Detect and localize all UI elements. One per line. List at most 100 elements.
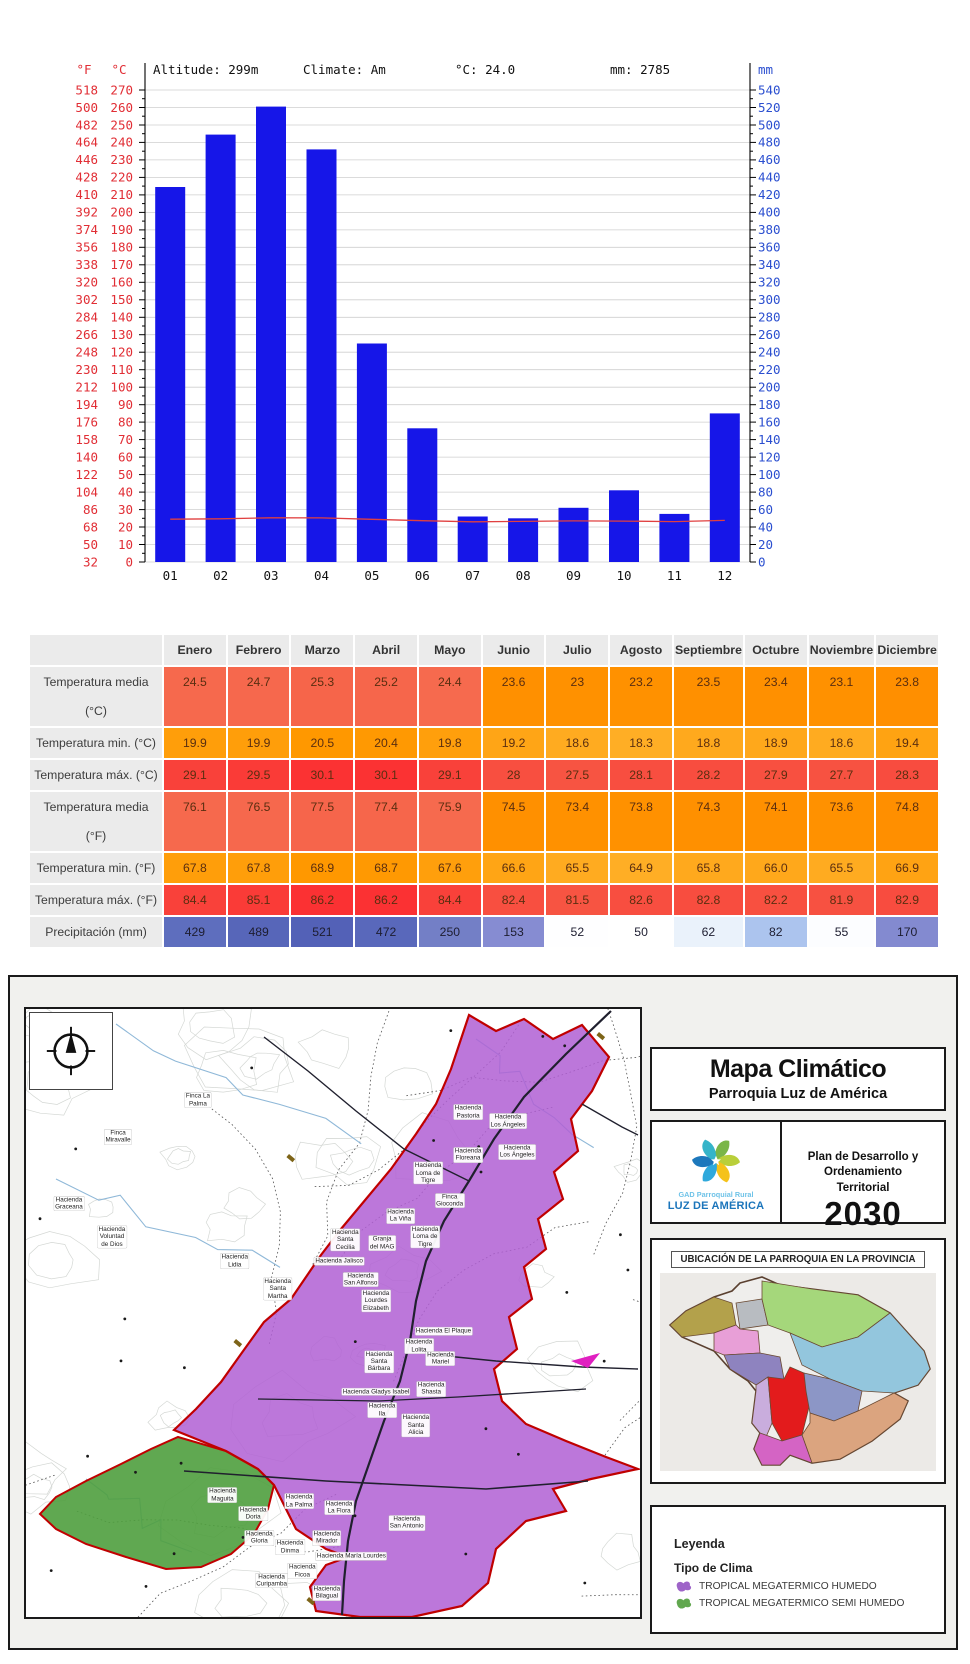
precip-bar <box>407 428 438 562</box>
map-label: Hacienda Lolita <box>404 1339 434 1354</box>
climate-zone-semi-humedo-icon <box>676 1598 692 1609</box>
svg-text:110: 110 <box>110 362 133 377</box>
table-cell: 19.9 <box>227 728 290 758</box>
svg-text:480: 480 <box>758 135 781 150</box>
svg-text:240: 240 <box>758 345 781 360</box>
svg-text:420: 420 <box>758 187 781 202</box>
svg-text:60: 60 <box>758 502 773 517</box>
logo-petal <box>692 1155 716 1167</box>
plan-text: Plan de Desarrollo y Ordenamiento Territ… <box>807 1150 919 1194</box>
legend-item-semi-humedo: TROPICAL MEGATERMICO SEMI HUMEDO <box>674 1596 944 1610</box>
logo-petal <box>702 1139 717 1161</box>
legend-box: Leyenda Tipo de Clima TROPICAL MEGATERMI… <box>650 1505 946 1634</box>
row-label: Temperatura min. (°C) <box>30 728 162 758</box>
map-label: Hacienda Santa Bárbara <box>364 1350 394 1373</box>
table-cell: 67.8 <box>164 853 226 883</box>
climate-table: Enero Febrero Marzo Abril Mayo Junio Julio Agos… <box>30 635 938 947</box>
svg-text:0: 0 <box>758 554 766 569</box>
map-label: Hacienda Gladys Isabel <box>341 1388 411 1396</box>
precip-bar <box>155 187 186 562</box>
map-label: Hacienda San Antonio <box>388 1515 425 1531</box>
province-map-svg <box>660 1273 936 1471</box>
table-cell: 19.8 <box>418 728 481 758</box>
climate-label: Climate: Am <box>303 62 386 77</box>
table-cell: 82.2 <box>744 885 807 915</box>
table-cell: 29.5 <box>227 760 290 790</box>
svg-text:180: 180 <box>758 397 781 412</box>
map-label: Hacienda Loma de Tigre <box>410 1225 440 1249</box>
total-precip-label: mm: 2785 <box>610 62 670 77</box>
svg-text:100: 100 <box>758 467 781 482</box>
row-label: Precipitación (mm) <box>30 917 162 947</box>
precip-bar <box>356 343 387 562</box>
svg-text:140: 140 <box>110 310 133 325</box>
table-cell: 67.8 <box>227 853 290 883</box>
svg-text:248: 248 <box>75 345 98 360</box>
table-cell: 82.8 <box>673 885 743 915</box>
svg-text:518: 518 <box>75 82 98 97</box>
table-cell: 65.8 <box>673 853 743 883</box>
map-label: Hacienda Doria <box>238 1506 268 1522</box>
precip-bar <box>558 507 589 562</box>
svg-text:360: 360 <box>758 240 781 255</box>
svg-text:260: 260 <box>110 100 133 115</box>
precip-bar <box>306 149 337 562</box>
table-cell: 77.5 <box>291 792 354 851</box>
table-cell: 25.2 <box>355 667 417 726</box>
svg-text:270: 270 <box>110 82 133 97</box>
svg-text:160: 160 <box>110 275 133 290</box>
table-cell: 52 <box>546 917 609 947</box>
map-label: Hacienda Curipamba <box>255 1573 288 1588</box>
map-label: Hacienda Jalisco <box>314 1257 364 1266</box>
svg-text:250: 250 <box>110 117 133 132</box>
precip-bar <box>205 134 236 562</box>
svg-text:194: 194 <box>75 397 98 412</box>
svg-text:40: 40 <box>118 484 133 499</box>
table-cell: 73.4 <box>546 792 609 851</box>
map-label: Hacienda Santa Alicia <box>401 1414 431 1437</box>
svg-text:230: 230 <box>110 152 133 167</box>
compass-box <box>29 1012 113 1090</box>
climate-map-poster: Finca La Palma Finca Miravalle Hacienda Gr… <box>8 975 958 1650</box>
table-cell: 24.7 <box>227 667 290 726</box>
region-olive <box>669 1296 737 1338</box>
table-cell: 489 <box>227 917 290 947</box>
svg-text:120: 120 <box>110 345 133 360</box>
region-salmon <box>801 1392 909 1464</box>
table-cell: 23.8 <box>876 667 938 726</box>
svg-text:190: 190 <box>110 222 133 237</box>
table-cell: 429 <box>164 917 226 947</box>
logo-line1: GAD Parroquial Rural <box>678 1189 754 1199</box>
map-label: Hacienda Loma de Tigre <box>413 1162 443 1185</box>
svg-text:68: 68 <box>83 519 98 534</box>
table-cell: 76.1 <box>164 792 226 851</box>
arrow-marker <box>571 1353 600 1368</box>
map-label: Hacienda Los Ángeles <box>498 1144 536 1160</box>
map-label: Hacienda Gloria <box>245 1530 274 1546</box>
svg-text:86: 86 <box>83 502 98 517</box>
table-cell: 84.4 <box>418 885 481 915</box>
map-label: Hacienda Dinma <box>275 1539 305 1555</box>
svg-text:380: 380 <box>758 222 781 237</box>
logo-star <box>711 1155 721 1165</box>
table-cell: 65.5 <box>808 853 875 883</box>
climate-zone-humedo-icon <box>676 1581 692 1592</box>
map-label: Hacienda La Flora <box>324 1500 354 1515</box>
svg-text:180: 180 <box>110 240 133 255</box>
svg-text:464: 464 <box>75 135 98 150</box>
table-cell: 65.5 <box>546 853 609 883</box>
svg-text:374: 374 <box>75 222 98 237</box>
axis-ticks <box>139 89 756 563</box>
svg-text:05: 05 <box>364 568 379 583</box>
map-label: Finca Miravalle <box>104 1129 132 1145</box>
column-header: Junio <box>482 635 545 665</box>
table-cell: 66.6 <box>482 853 545 883</box>
table-cell: 64.9 <box>610 853 672 883</box>
table-cell: 86.2 <box>291 885 354 915</box>
logo-petal <box>716 1154 740 1166</box>
c-axis-title: °C <box>111 62 126 77</box>
table-cell: 68.9 <box>291 853 354 883</box>
svg-text:20: 20 <box>118 519 133 534</box>
